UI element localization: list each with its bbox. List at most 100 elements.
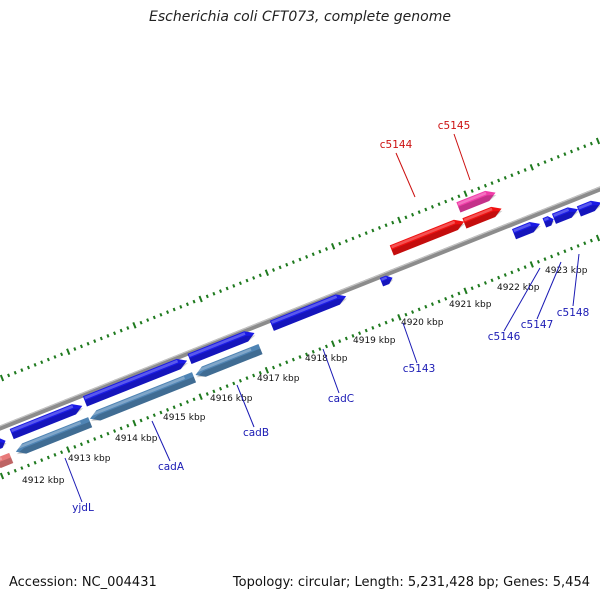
- inner-tick: [0, 472, 5, 480]
- inner-tick: [318, 347, 322, 351]
- outer-tick: [371, 228, 375, 233]
- gene-arrow: [379, 275, 394, 287]
- gene-connector: [503, 267, 541, 332]
- inner-tick: [397, 313, 402, 321]
- inner-tick: [53, 452, 57, 457]
- gene-label: c5148: [557, 307, 590, 319]
- outer-tick: [391, 220, 395, 225]
- outer-tick: [397, 216, 402, 224]
- outer-tick: [404, 215, 408, 220]
- inner-tick: [225, 384, 229, 388]
- outer-tick: [219, 289, 223, 293]
- gene-arrow: [269, 294, 348, 331]
- gene-arrow: [551, 207, 579, 224]
- inner-tick: [470, 286, 474, 291]
- backbone-highlight: [0, 186, 600, 427]
- inner-tick: [351, 333, 355, 338]
- map-title: Escherichia coli CFT073, complete genome: [149, 9, 451, 25]
- inner-tick: [106, 431, 110, 436]
- outer-tick: [569, 149, 574, 154]
- gene-connector: [395, 152, 416, 198]
- inner-tick: [139, 418, 143, 423]
- gene-connector: [402, 322, 418, 364]
- inner-tick: [7, 471, 11, 476]
- inner-tick: [159, 410, 163, 415]
- inner-tick: [543, 257, 547, 262]
- gene-label: c5146: [488, 331, 521, 343]
- outer-tick: [298, 257, 302, 262]
- inner-tick: [40, 458, 44, 462]
- inner-tick: [291, 357, 295, 362]
- inner-tick: [119, 426, 123, 431]
- gene-arrow: [9, 404, 84, 440]
- inner-tick: [33, 460, 37, 465]
- outer-tick: [166, 310, 170, 315]
- inner-tick: [198, 393, 203, 401]
- outer-tick: [113, 331, 117, 336]
- outer-tick: [13, 370, 17, 375]
- inner-tick: [358, 331, 362, 336]
- outer-tick: [529, 163, 534, 171]
- outer-tick: [258, 273, 262, 278]
- outer-tick: [232, 283, 236, 288]
- tick-label: 4919 kbp: [353, 336, 396, 346]
- inner-tick: [185, 400, 189, 404]
- outer-tick: [7, 373, 11, 378]
- inner-tick: [298, 355, 302, 359]
- inner-tick: [99, 434, 103, 439]
- outer-tick: [212, 291, 216, 296]
- outer-tick: [595, 137, 600, 145]
- gene-label: c5147: [521, 319, 554, 331]
- outer-tick: [536, 162, 540, 167]
- outer-tick: [483, 183, 487, 188]
- inner-tick: [569, 246, 574, 251]
- outer-tick: [583, 144, 587, 149]
- gene-arrow: [511, 222, 541, 240]
- outer-tick: [172, 307, 176, 312]
- outer-tick: [311, 252, 315, 257]
- outer-tick: [185, 302, 189, 307]
- inner-tick: [152, 413, 156, 418]
- outer-tick: [417, 210, 421, 214]
- gene-connector: [236, 384, 255, 428]
- inner-tick: [550, 254, 554, 259]
- inner-tick: [264, 366, 270, 374]
- inner-tick: [166, 408, 170, 412]
- tick-label: 4914 kbp: [115, 434, 158, 444]
- outer-tick: [139, 320, 143, 325]
- outer-tick: [291, 260, 295, 264]
- gene-arrow: [0, 452, 14, 469]
- inner-tick: [324, 344, 329, 349]
- outer-tick: [384, 223, 388, 228]
- outer-tick: [146, 318, 150, 322]
- inner-tick: [238, 378, 242, 383]
- inner-tick: [172, 405, 176, 410]
- inner-tick: [463, 287, 468, 295]
- inner-tick: [424, 304, 428, 309]
- accession-text: Accession: NC_004431: [9, 575, 157, 590]
- outer-tick: [338, 241, 342, 246]
- outer-tick: [152, 315, 156, 320]
- inner-tick: [523, 265, 527, 269]
- inner-tick: [497, 275, 501, 280]
- inner-tick: [371, 326, 375, 330]
- outer-tick: [563, 152, 567, 157]
- inner-tick: [477, 283, 481, 288]
- inner-tick: [205, 392, 209, 396]
- inner-tick: [179, 402, 183, 407]
- inner-tick: [364, 328, 368, 333]
- inner-tick: [589, 238, 593, 243]
- outer-tick: [238, 281, 242, 286]
- inner-tick: [437, 299, 441, 304]
- outer-tick: [285, 262, 289, 267]
- tick-label: 4916 kbp: [210, 394, 253, 404]
- outer-tick-row: [0, 137, 600, 382]
- gene-connector: [322, 348, 340, 394]
- inner-tick: [20, 466, 24, 470]
- outer-tick: [377, 226, 381, 230]
- outer-tick: [119, 328, 123, 333]
- inner-tick: [490, 278, 494, 283]
- outer-tick: [576, 147, 580, 151]
- outer-tick: [543, 160, 547, 164]
